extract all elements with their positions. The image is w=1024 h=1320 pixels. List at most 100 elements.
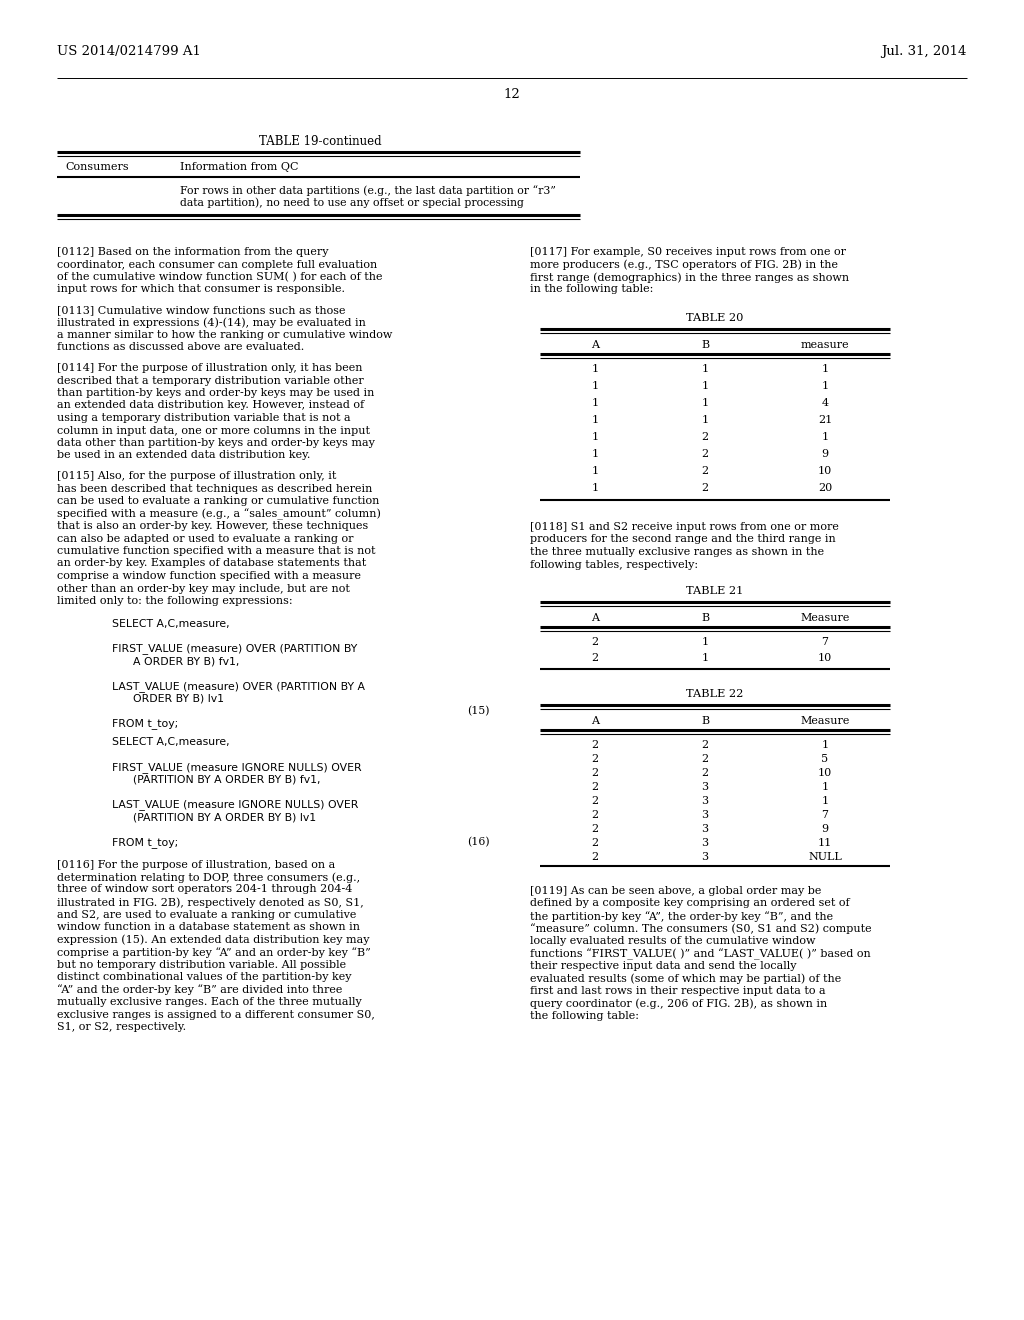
Text: [0114] For the purpose of illustration only, it has been: [0114] For the purpose of illustration o…	[57, 363, 362, 374]
Text: 11: 11	[818, 838, 833, 847]
Text: illustrated in FIG. 2B), respectively denoted as S0, S1,: illustrated in FIG. 2B), respectively de…	[57, 898, 364, 908]
Text: A: A	[591, 341, 599, 350]
Text: limited only to: the following expressions:: limited only to: the following expressio…	[57, 597, 293, 606]
Text: 1: 1	[821, 796, 828, 807]
Text: 1: 1	[701, 399, 709, 408]
Text: but no temporary distribution variable. All possible: but no temporary distribution variable. …	[57, 960, 346, 969]
Text: B: B	[701, 341, 709, 350]
Text: cumulative function specified with a measure that is not: cumulative function specified with a mea…	[57, 546, 376, 556]
Text: 4: 4	[821, 399, 828, 408]
Text: evaluated results (some of which may be partial) of the: evaluated results (some of which may be …	[530, 974, 842, 985]
Text: 1: 1	[701, 381, 709, 391]
Text: and S2, are used to evaluate a ranking or cumulative: and S2, are used to evaluate a ranking o…	[57, 909, 356, 920]
Text: 1: 1	[821, 364, 828, 374]
Text: 2: 2	[701, 754, 709, 764]
Text: mutually exclusive ranges. Each of the three mutually: mutually exclusive ranges. Each of the t…	[57, 997, 361, 1007]
Text: FIRST_VALUE (measure) OVER (PARTITION BY: FIRST_VALUE (measure) OVER (PARTITION BY	[112, 644, 357, 655]
Text: 9: 9	[821, 449, 828, 459]
Text: 21: 21	[818, 414, 833, 425]
Text: [0112] Based on the information from the query: [0112] Based on the information from the…	[57, 247, 329, 257]
Text: producers for the second range and the third range in: producers for the second range and the t…	[530, 535, 836, 544]
Text: 2: 2	[701, 449, 709, 459]
Text: the partition-by key “A”, the order-by key “B”, and the: the partition-by key “A”, the order-by k…	[530, 911, 834, 921]
Text: first and last rows in their respective input data to a: first and last rows in their respective …	[530, 986, 825, 997]
Text: first range (demographics) in the three ranges as shown: first range (demographics) in the three …	[530, 272, 849, 282]
Text: Jul. 31, 2014: Jul. 31, 2014	[882, 45, 967, 58]
Text: 1: 1	[821, 741, 828, 750]
Text: 2: 2	[701, 466, 709, 477]
Text: [0115] Also, for the purpose of illustration only, it: [0115] Also, for the purpose of illustra…	[57, 471, 336, 480]
Text: 9: 9	[821, 824, 828, 834]
Text: 2: 2	[701, 432, 709, 442]
Text: “measure” column. The consumers (S0, S1 and S2) compute: “measure” column. The consumers (S0, S1 …	[530, 924, 871, 935]
Text: TABLE 21: TABLE 21	[686, 586, 743, 597]
Text: distinct combinational values of the partition-by key: distinct combinational values of the par…	[57, 972, 351, 982]
Text: ORDER BY B) lv1: ORDER BY B) lv1	[112, 693, 224, 704]
Text: defined by a composite key comprising an ordered set of: defined by a composite key comprising an…	[530, 899, 850, 908]
Text: Measure: Measure	[801, 612, 850, 623]
Text: 1: 1	[821, 781, 828, 792]
Text: than partition-by keys and order-by keys may be used in: than partition-by keys and order-by keys…	[57, 388, 375, 399]
Text: 3: 3	[701, 838, 709, 847]
Text: described that a temporary distribution variable other: described that a temporary distribution …	[57, 375, 364, 385]
Text: 1: 1	[821, 432, 828, 442]
Text: 20: 20	[818, 483, 833, 492]
Text: the three mutually exclusive ranges as shown in the: the three mutually exclusive ranges as s…	[530, 546, 824, 557]
Text: [0117] For example, S0 receives input rows from one or: [0117] For example, S0 receives input ro…	[530, 247, 846, 257]
Text: coordinator, each consumer can complete full evaluation: coordinator, each consumer can complete …	[57, 260, 377, 269]
Text: their respective input data and send the locally: their respective input data and send the…	[530, 961, 797, 972]
Text: (15): (15)	[468, 706, 490, 717]
Text: more producers (e.g., TSC operators of FIG. 2B) in the: more producers (e.g., TSC operators of F…	[530, 260, 838, 271]
Text: 1: 1	[592, 381, 599, 391]
Text: functions “FIRST_VALUE( )” and “LAST_VALUE( )” based on: functions “FIRST_VALUE( )” and “LAST_VAL…	[530, 949, 870, 960]
Text: a manner similar to how the ranking or cumulative window: a manner similar to how the ranking or c…	[57, 330, 392, 341]
Text: A: A	[591, 612, 599, 623]
Text: data other than partition-by keys and order-by keys may: data other than partition-by keys and or…	[57, 438, 375, 447]
Text: an order-by key. Examples of database statements that: an order-by key. Examples of database st…	[57, 558, 367, 569]
Text: 2: 2	[592, 781, 599, 792]
Text: comprise a window function specified with a measure: comprise a window function specified wit…	[57, 572, 361, 581]
Text: 3: 3	[701, 781, 709, 792]
Text: FROM t_toy;: FROM t_toy;	[112, 718, 178, 730]
Text: TABLE 20: TABLE 20	[686, 313, 743, 323]
Text: (16): (16)	[467, 837, 490, 847]
Text: LAST_VALUE (measure IGNORE NULLS) OVER: LAST_VALUE (measure IGNORE NULLS) OVER	[112, 800, 358, 810]
Text: of the cumulative window function SUM( ) for each of the: of the cumulative window function SUM( )…	[57, 272, 383, 282]
Text: 2: 2	[701, 741, 709, 750]
Text: window function in a database statement as shown in: window function in a database statement …	[57, 921, 360, 932]
Text: A: A	[591, 715, 599, 726]
Text: the following table:: the following table:	[530, 1011, 639, 1020]
Text: 10: 10	[818, 768, 833, 777]
Text: US 2014/0214799 A1: US 2014/0214799 A1	[57, 45, 201, 58]
Text: 2: 2	[592, 851, 599, 862]
Text: TABLE 19-continued: TABLE 19-continued	[259, 135, 381, 148]
Text: 2: 2	[592, 638, 599, 647]
Text: TABLE 22: TABLE 22	[686, 689, 743, 700]
Text: 2: 2	[592, 810, 599, 820]
Text: S1, or S2, respectively.: S1, or S2, respectively.	[57, 1022, 186, 1032]
Text: For rows in other data partitions (e.g., the last data partition or “r3”: For rows in other data partitions (e.g.,…	[180, 185, 556, 195]
Text: 3: 3	[701, 796, 709, 807]
Text: 12: 12	[504, 88, 520, 102]
Text: “A” and the order-by key “B” are divided into three: “A” and the order-by key “B” are divided…	[57, 985, 342, 995]
Text: 2: 2	[701, 483, 709, 492]
Text: B: B	[701, 715, 709, 726]
Text: 1: 1	[592, 483, 599, 492]
Text: SELECT A,C,measure,: SELECT A,C,measure,	[112, 619, 229, 628]
Text: can also be adapted or used to evaluate a ranking or: can also be adapted or used to evaluate …	[57, 533, 353, 544]
Text: has been described that techniques as described herein: has been described that techniques as de…	[57, 483, 373, 494]
Text: 1: 1	[592, 414, 599, 425]
Text: (PARTITION BY A ORDER BY B) fv1,: (PARTITION BY A ORDER BY B) fv1,	[112, 775, 321, 784]
Text: 1: 1	[592, 399, 599, 408]
Text: 2: 2	[701, 768, 709, 777]
Text: determination relating to DOP, three consumers (e.g.,: determination relating to DOP, three con…	[57, 873, 360, 883]
Text: 7: 7	[821, 638, 828, 647]
Text: illustrated in expressions (4)-(14), may be evaluated in: illustrated in expressions (4)-(14), may…	[57, 318, 366, 329]
Text: 2: 2	[592, 741, 599, 750]
Text: 1: 1	[821, 381, 828, 391]
Text: 1: 1	[592, 364, 599, 374]
Text: 1: 1	[592, 432, 599, 442]
Text: query coordinator (e.g., 206 of FIG. 2B), as shown in: query coordinator (e.g., 206 of FIG. 2B)…	[530, 998, 827, 1008]
Text: [0116] For the purpose of illustration, based on a: [0116] For the purpose of illustration, …	[57, 859, 335, 870]
Text: 1: 1	[592, 449, 599, 459]
